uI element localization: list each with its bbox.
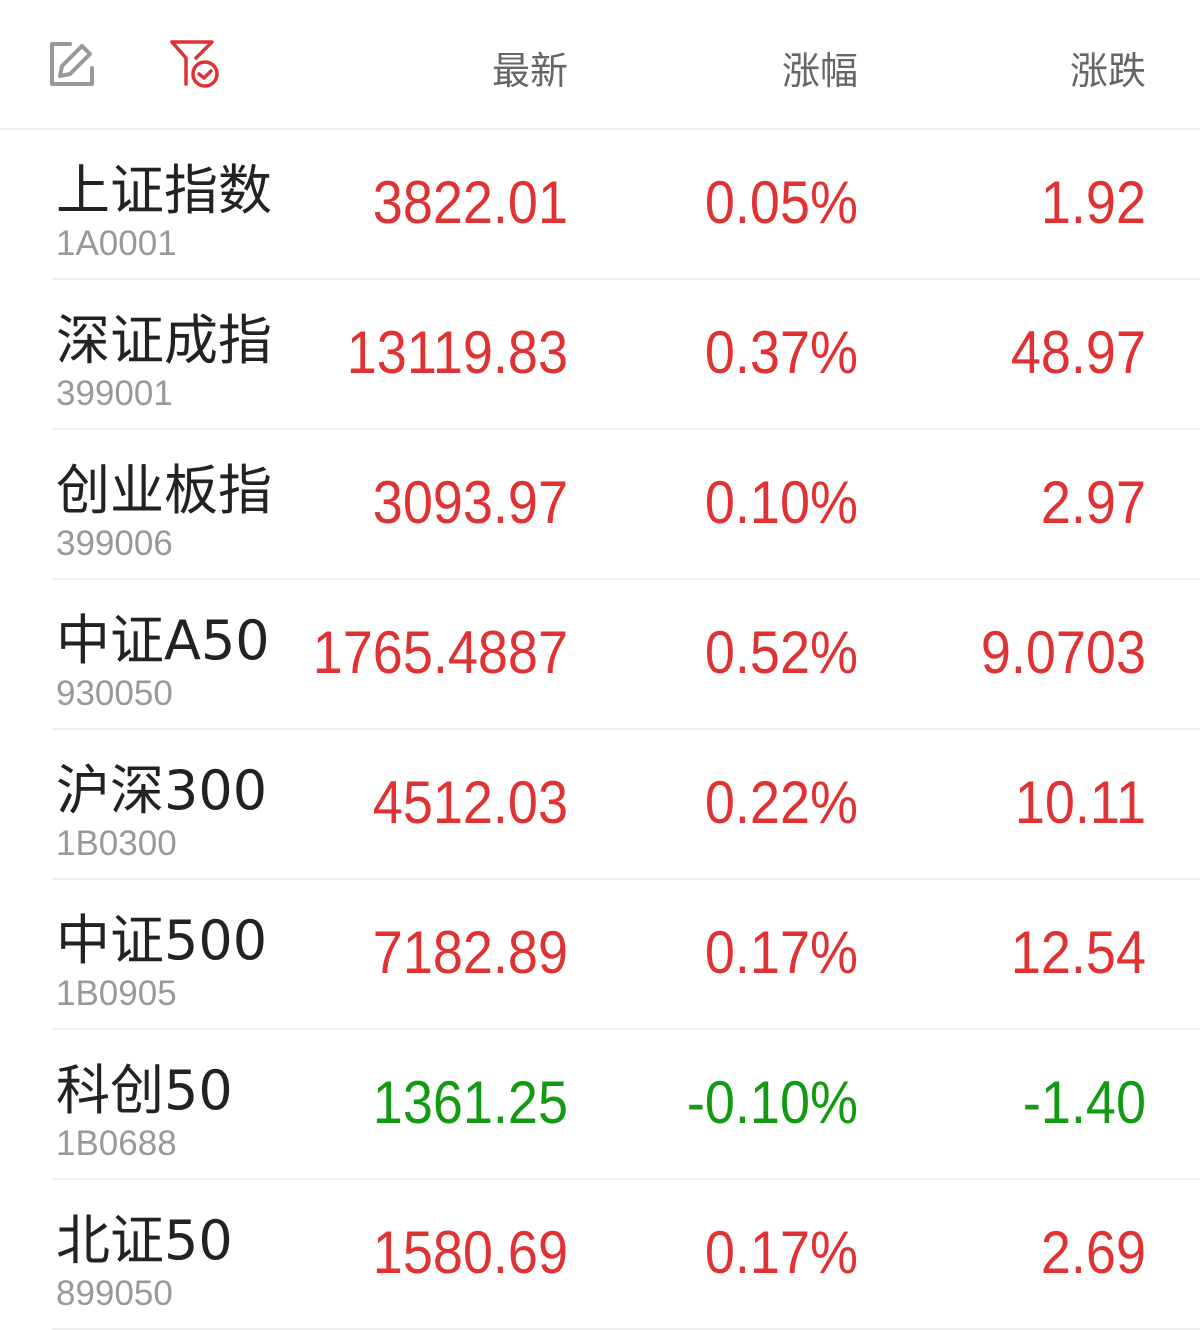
list-header: 最新 涨幅 涨跌: [0, 0, 1200, 130]
column-header-last[interactable]: 最新: [491, 49, 568, 93]
change-amount: -1.40: [1022, 1069, 1146, 1136]
change-amount: 12.54: [1010, 919, 1146, 986]
index-name: 中证A50: [56, 609, 270, 672]
last-price: 7182.89: [372, 919, 568, 986]
last-price: 3822.01: [372, 169, 568, 236]
filter-check-icon[interactable]: [168, 38, 220, 90]
index-name: 中证500: [56, 909, 268, 972]
change-amount: 9.0703: [980, 619, 1146, 686]
change-amount: 1.92: [1040, 169, 1146, 236]
last-price: 1361.25: [372, 1069, 568, 1136]
index-row[interactable]: 中证500 1B0905 7182.89 0.17% 12.54: [52, 880, 1200, 1030]
index-row[interactable]: 创业板指 399006 3093.97 0.10% 2.97: [52, 430, 1200, 580]
change-percent: 0.37%: [704, 319, 858, 386]
index-name: 深证成指: [56, 309, 272, 372]
column-header-change[interactable]: 涨跌: [1069, 49, 1146, 93]
change-amount: 10.11: [1014, 769, 1146, 836]
last-price: 3093.97: [372, 469, 568, 536]
change-amount: 48.97: [1010, 319, 1146, 386]
change-percent: 0.22%: [704, 769, 858, 836]
change-percent: 0.10%: [704, 469, 858, 536]
index-name: 创业板指: [56, 459, 272, 522]
index-name: 上证指数: [56, 159, 272, 222]
index-code: 1B0905: [56, 974, 177, 1013]
change-percent: 0.52%: [704, 619, 858, 686]
last-price: 13119.83: [346, 319, 568, 386]
index-name: 北证50: [56, 1209, 233, 1272]
last-price: 1580.69: [372, 1219, 568, 1286]
column-header-pct[interactable]: 涨幅: [781, 49, 858, 93]
change-percent: 0.17%: [704, 1219, 858, 1286]
index-code: 1B0300: [56, 824, 177, 863]
change-amount: 2.97: [1040, 469, 1146, 536]
index-code: 399006: [56, 524, 173, 563]
index-code: 1B0688: [56, 1124, 177, 1163]
edit-icon[interactable]: [46, 38, 98, 90]
index-name: 沪深300: [56, 759, 268, 822]
change-percent: 0.05%: [704, 169, 858, 236]
index-code: 1A0001: [56, 224, 177, 263]
index-name: 科创50: [56, 1059, 233, 1122]
index-code: 899050: [56, 1274, 173, 1313]
last-price: 4512.03: [372, 769, 568, 836]
index-row[interactable]: 沪深300 1B0300 4512.03 0.22% 10.11: [52, 730, 1200, 880]
index-row[interactable]: 中证A50 930050 1765.4887 0.52% 9.0703: [52, 580, 1200, 730]
change-percent: -0.10%: [686, 1069, 858, 1136]
index-row[interactable]: 北证50 899050 1580.69 0.17% 2.69: [52, 1180, 1200, 1330]
index-row[interactable]: 深证成指 399001 13119.83 0.37% 48.97: [52, 280, 1200, 430]
index-row[interactable]: 上证指数 1A0001 3822.01 0.05% 1.92: [52, 130, 1200, 280]
change-amount: 2.69: [1040, 1219, 1146, 1286]
index-code: 930050: [56, 674, 173, 713]
change-percent: 0.17%: [704, 919, 858, 986]
index-code: 399001: [56, 374, 173, 413]
index-row[interactable]: 科创50 1B0688 1361.25 -0.10% -1.40: [52, 1030, 1200, 1180]
last-price: 1765.4887: [312, 619, 568, 686]
